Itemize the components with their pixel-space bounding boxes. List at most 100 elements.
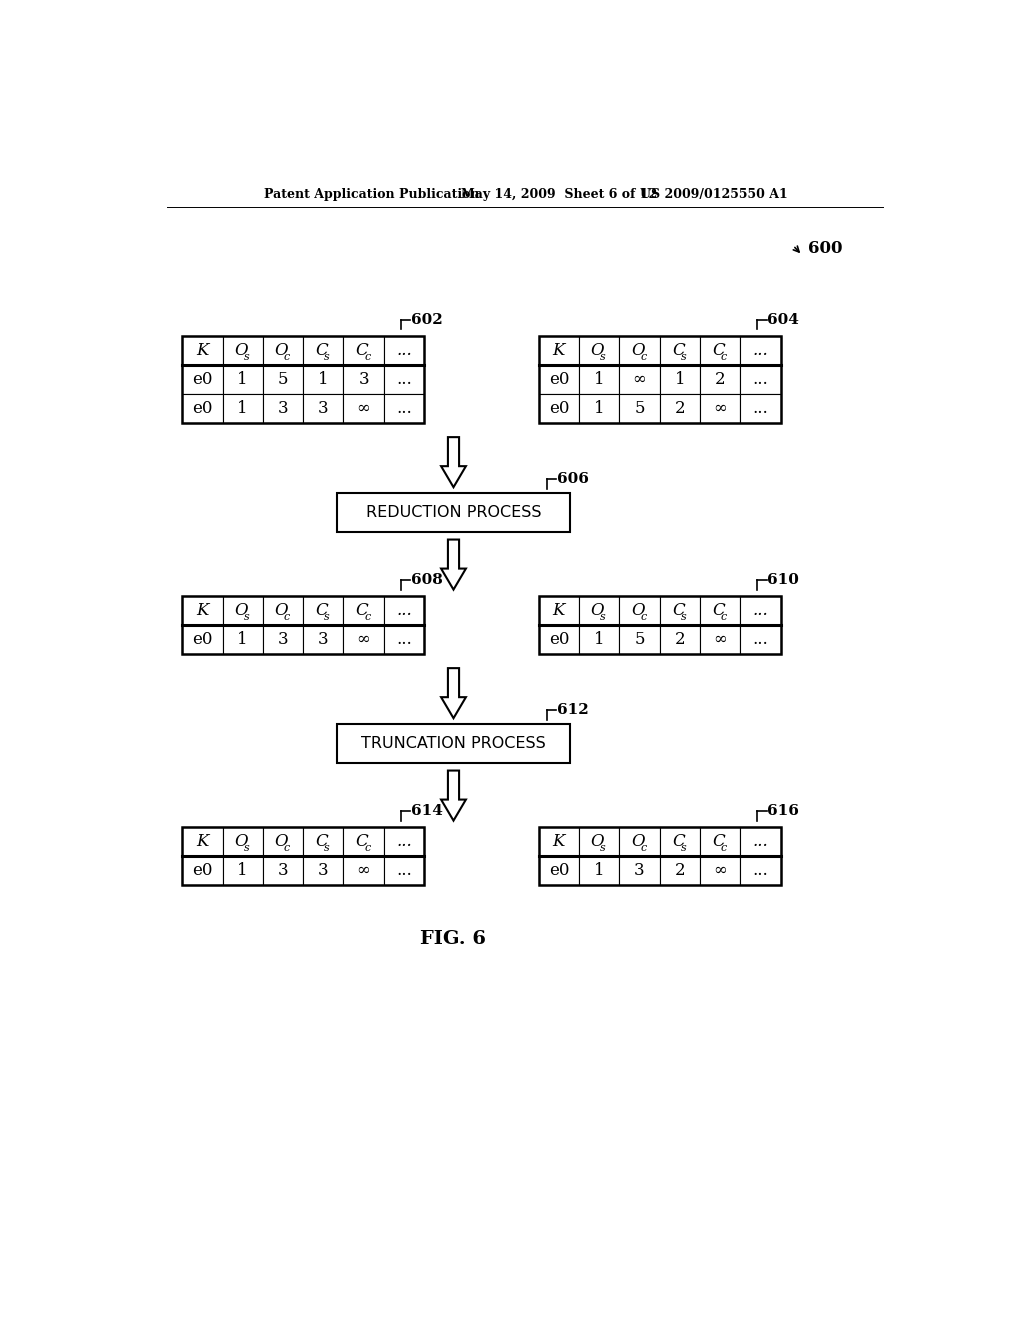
Text: s: s — [681, 843, 686, 853]
Bar — [539, 595, 780, 655]
Text: O: O — [274, 833, 289, 850]
Bar — [303, 595, 343, 626]
Text: 5: 5 — [278, 371, 288, 388]
Text: ∞: ∞ — [356, 862, 371, 879]
Bar — [620, 626, 659, 655]
Text: C: C — [315, 342, 328, 359]
Text: 610: 610 — [767, 573, 800, 587]
Polygon shape — [441, 771, 466, 821]
Bar — [182, 595, 222, 626]
Bar — [579, 364, 620, 395]
Text: FIG. 6: FIG. 6 — [421, 931, 486, 948]
Text: C: C — [355, 833, 369, 850]
Text: c: c — [721, 843, 727, 853]
Text: ∞: ∞ — [713, 400, 727, 417]
Bar — [620, 826, 659, 855]
Bar — [222, 826, 263, 855]
Bar — [303, 626, 343, 655]
Bar — [384, 395, 424, 424]
Bar — [579, 626, 620, 655]
Bar — [659, 595, 700, 626]
Bar — [337, 725, 569, 763]
Text: s: s — [325, 843, 330, 853]
Text: ∞: ∞ — [713, 862, 727, 879]
Text: O: O — [631, 342, 645, 359]
Bar — [539, 335, 579, 364]
Text: 3: 3 — [634, 862, 645, 879]
Bar — [303, 364, 343, 395]
Bar — [343, 855, 384, 886]
Text: K: K — [553, 342, 565, 359]
Bar — [222, 595, 263, 626]
Bar — [659, 826, 700, 855]
Bar — [700, 626, 740, 655]
Text: c: c — [365, 612, 371, 622]
Text: c: c — [721, 612, 727, 622]
Text: 3: 3 — [318, 631, 329, 648]
Text: C: C — [672, 342, 685, 359]
Bar — [222, 626, 263, 655]
Text: 1: 1 — [318, 371, 329, 388]
Bar — [700, 595, 740, 626]
Text: e0: e0 — [549, 371, 569, 388]
Text: 3: 3 — [358, 371, 369, 388]
Bar — [539, 595, 579, 626]
Bar — [182, 826, 424, 886]
Text: s: s — [244, 351, 250, 362]
Bar — [740, 855, 780, 886]
Text: ...: ... — [396, 631, 412, 648]
Text: s: s — [325, 612, 330, 622]
Text: O: O — [274, 602, 289, 619]
Text: e0: e0 — [193, 631, 213, 648]
Text: K: K — [197, 602, 209, 619]
Bar — [659, 626, 700, 655]
Text: 2: 2 — [675, 862, 685, 879]
Text: ...: ... — [753, 833, 768, 850]
Bar — [740, 826, 780, 855]
Text: c: c — [284, 612, 290, 622]
Bar — [700, 395, 740, 424]
Bar — [182, 335, 222, 364]
Text: 1: 1 — [238, 371, 248, 388]
Text: O: O — [234, 833, 248, 850]
Bar — [700, 826, 740, 855]
Text: C: C — [315, 602, 328, 619]
Bar — [343, 826, 384, 855]
Bar — [659, 335, 700, 364]
Text: 608: 608 — [411, 573, 442, 587]
Text: s: s — [600, 351, 606, 362]
Bar — [263, 826, 303, 855]
Bar — [263, 335, 303, 364]
Bar — [579, 335, 620, 364]
Bar — [659, 855, 700, 886]
Bar — [740, 595, 780, 626]
Bar — [384, 595, 424, 626]
Text: ...: ... — [753, 342, 768, 359]
Text: O: O — [274, 342, 289, 359]
Bar — [579, 826, 620, 855]
Text: 600: 600 — [809, 240, 843, 257]
Bar — [343, 364, 384, 395]
Text: s: s — [600, 843, 606, 853]
Bar — [303, 855, 343, 886]
Bar — [700, 364, 740, 395]
Text: c: c — [640, 612, 646, 622]
Text: 602: 602 — [411, 313, 442, 327]
Text: C: C — [712, 602, 725, 619]
Text: ...: ... — [396, 602, 412, 619]
Text: 614: 614 — [411, 804, 442, 818]
Text: C: C — [315, 833, 328, 850]
Bar — [659, 395, 700, 424]
Text: O: O — [591, 342, 604, 359]
Bar — [539, 335, 780, 424]
Text: K: K — [553, 833, 565, 850]
Text: ...: ... — [753, 400, 768, 417]
Text: ...: ... — [396, 862, 412, 879]
Text: O: O — [234, 342, 248, 359]
Bar — [222, 855, 263, 886]
Text: C: C — [355, 602, 369, 619]
Text: e0: e0 — [549, 862, 569, 879]
Text: REDUCTION PROCESS: REDUCTION PROCESS — [366, 506, 542, 520]
Text: 3: 3 — [278, 400, 289, 417]
Text: ...: ... — [396, 833, 412, 850]
